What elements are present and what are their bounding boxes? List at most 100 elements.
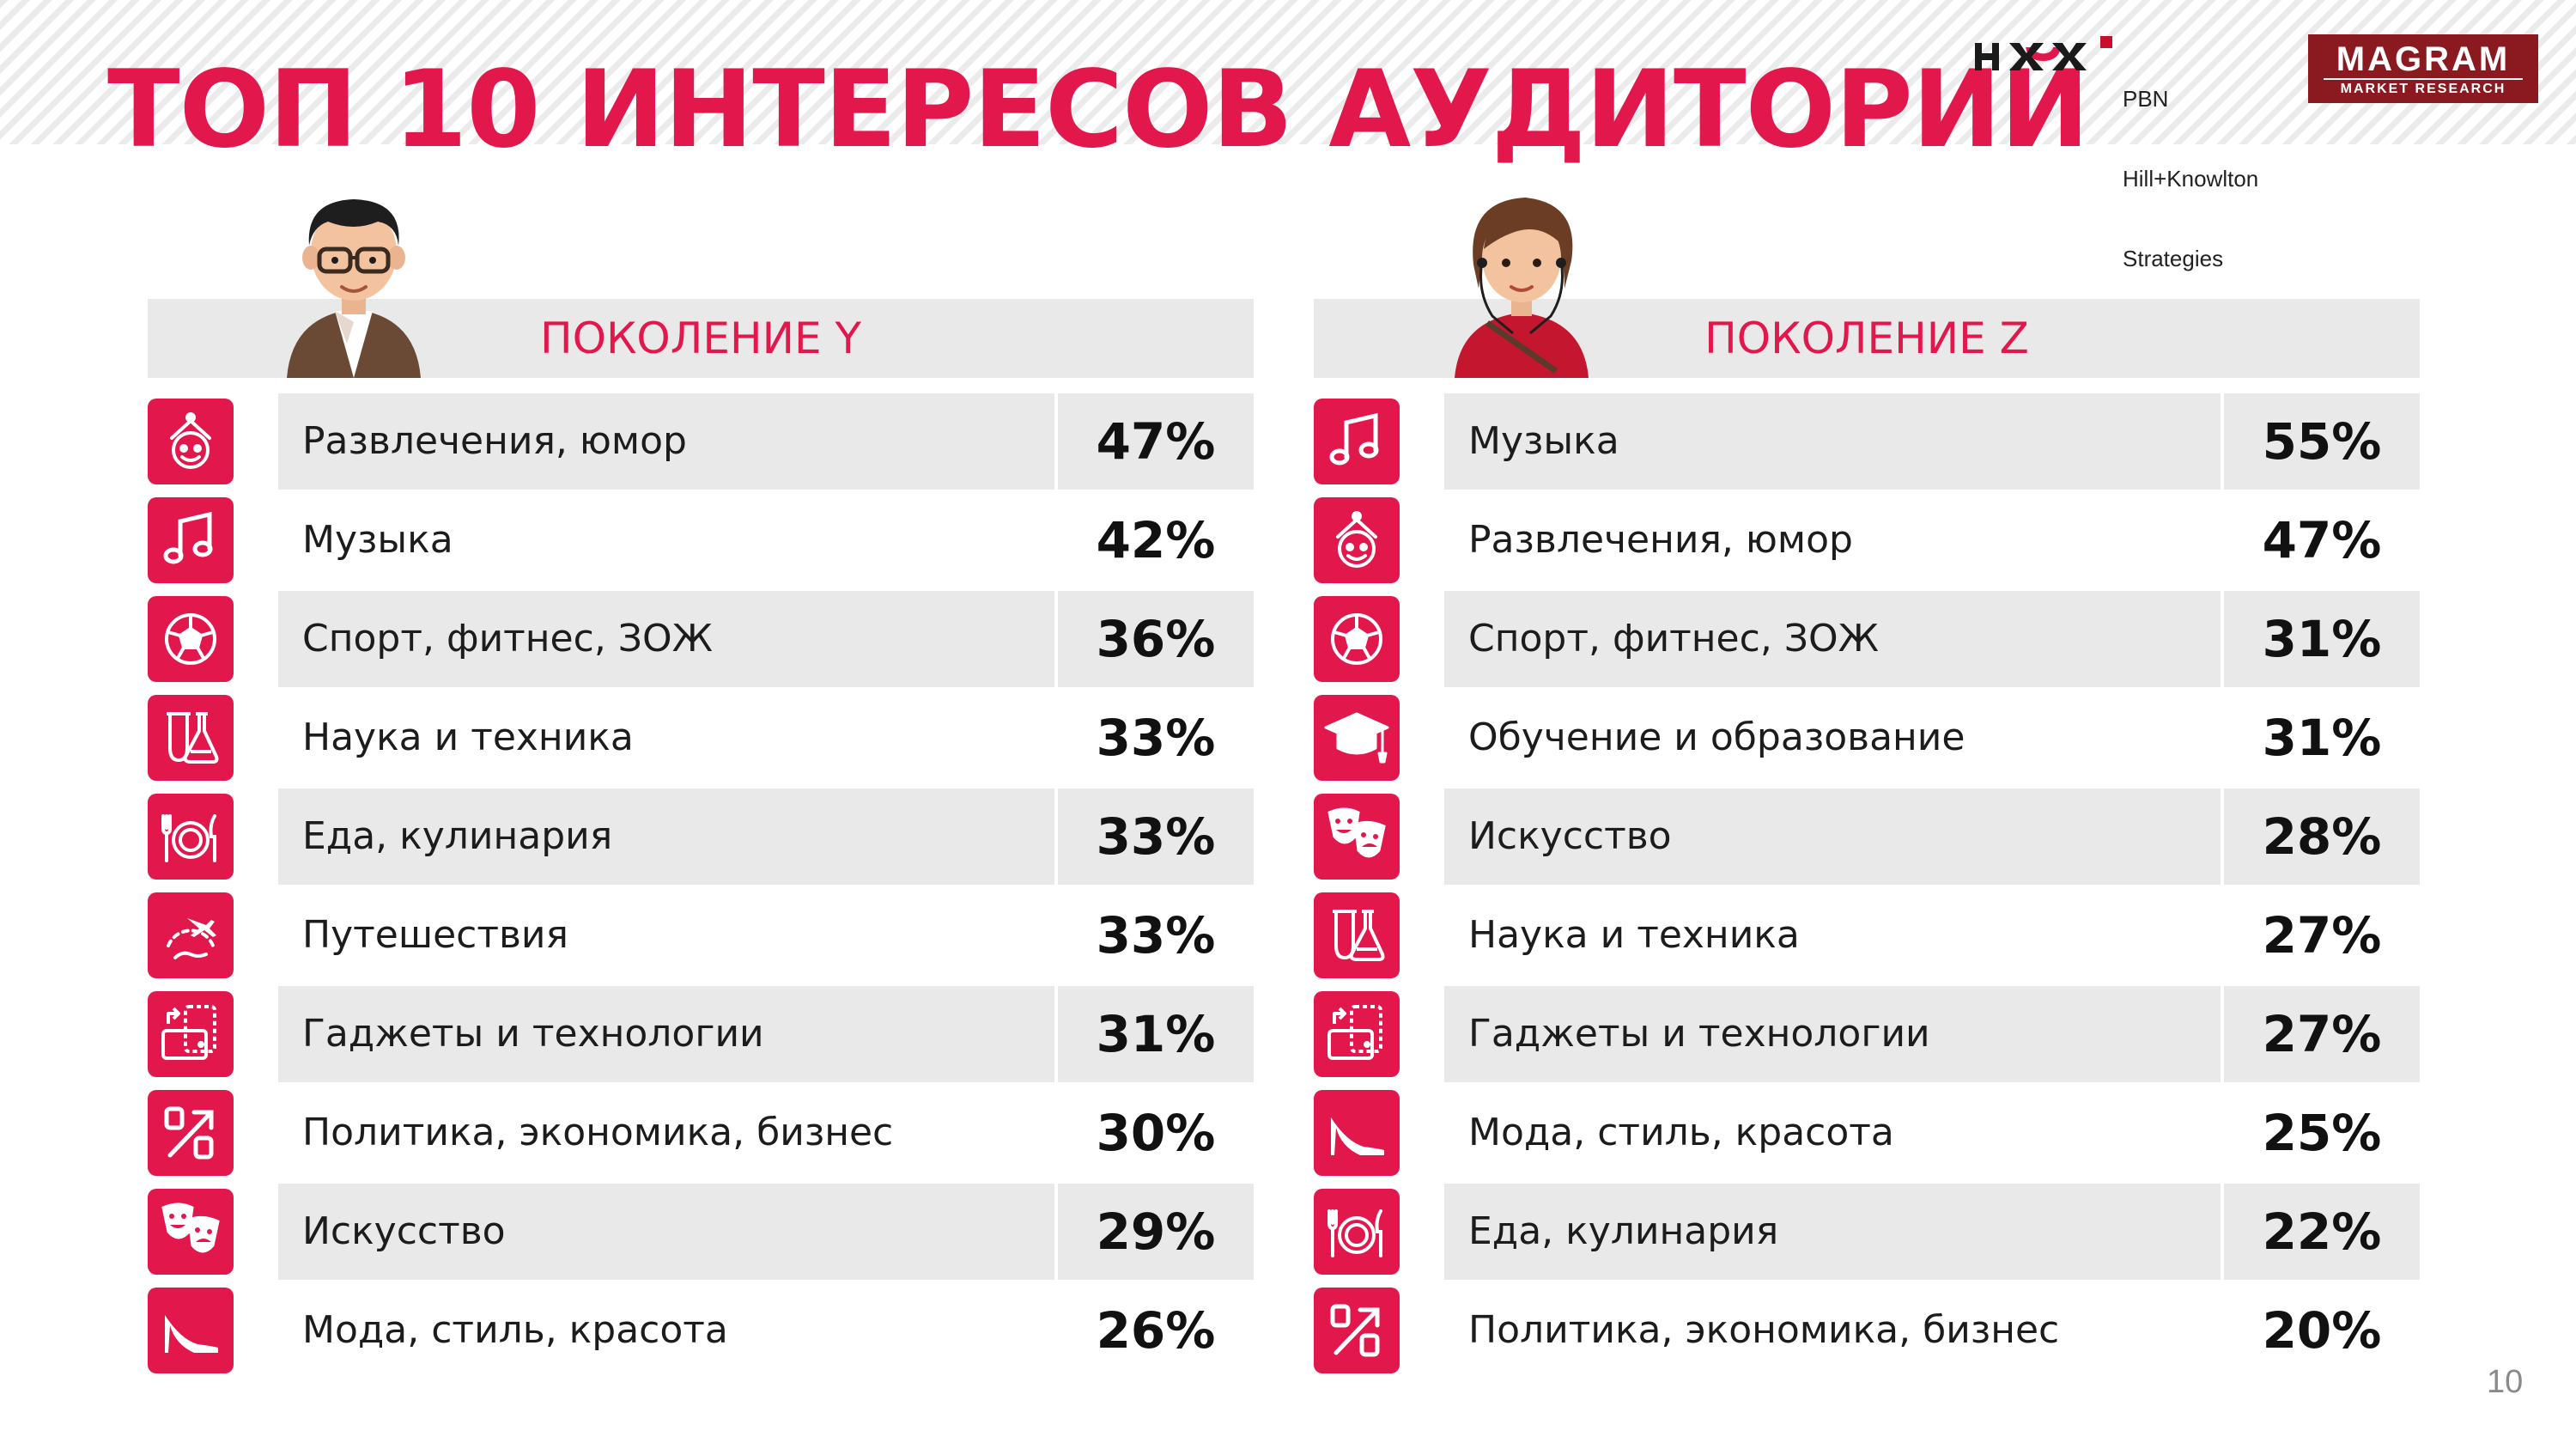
- generation-y-row: Политика, экономика, бизнес 30%: [148, 1085, 1255, 1181]
- generation-z-row-label: Развлечения, юмор: [1468, 518, 1853, 562]
- panel-generation-y: ПОКОЛЕНИЕ Y Развлечения, юмор 47% Музыка 42…: [148, 0, 1255, 1449]
- generation-z-row: Музыка 55%: [1314, 393, 2421, 490]
- generation-z-row: Спорт, фитнес, ЗОЖ 31%: [1314, 591, 2421, 687]
- generation-z-row-label: Спорт, фитнес, ЗОЖ: [1468, 617, 1880, 661]
- generation-y-row-label: Путешествия: [302, 913, 568, 957]
- generation-y-row: Мода, стиль, красота 26%: [148, 1282, 1255, 1379]
- jester-icon: [1336, 511, 1377, 568]
- generation-z-row-value: 27%: [2262, 906, 2382, 965]
- generation-z-row-icon-tile: [1314, 399, 1400, 484]
- devices-icon: [1327, 1005, 1382, 1060]
- generation-y-row: Музыка 42%: [148, 492, 1255, 588]
- plate-cutlery-icon: [161, 814, 216, 862]
- woman-avatar-icon: [1455, 198, 1589, 378]
- generation-z-row-icon-tile: [1314, 695, 1400, 781]
- generation-y-row-icon-tile: [148, 695, 234, 781]
- generation-z-row-icon-tile: [1314, 991, 1400, 1077]
- generation-y-row-value: 33%: [1096, 906, 1216, 965]
- generation-y-row-value: 42%: [1096, 511, 1216, 569]
- percent-arrow-icon: [164, 1106, 214, 1160]
- page-title: ТОП 10 ИНТЕРЕСОВ АУДИТОРИЙ: [107, 48, 2089, 172]
- high-heel-icon: [1331, 1117, 1384, 1155]
- generation-y-row-icon-tile: [148, 497, 234, 583]
- header-stripes: [0, 0, 2576, 144]
- generation-y-row-icon-tile: [148, 1288, 234, 1373]
- theater-masks-icon: [1327, 807, 1386, 858]
- plate-cutlery-icon: [1327, 1209, 1382, 1257]
- generation-z-row-label-cell: [1444, 1184, 2221, 1280]
- generation-z-row: Политика, экономика, бизнес 20%: [1314, 1282, 2421, 1379]
- generation-y-row-label-cell: [278, 986, 1054, 1082]
- flask-icon: [1333, 910, 1385, 961]
- generation-z-row-icon-tile: [1314, 596, 1400, 682]
- page-number: 10: [2487, 1364, 2524, 1400]
- generation-y-row-label: Политика, экономика, бизнес: [302, 1111, 894, 1154]
- generation-y-row-value: 33%: [1058, 788, 1254, 885]
- generation-y-row-label-cell: [278, 393, 1054, 490]
- generation-y-row-value: 33%: [1096, 709, 1216, 767]
- generation-y-row-value: 36%: [1058, 591, 1254, 687]
- generation-z-row-value: 31%: [2262, 709, 2382, 767]
- generation-z-row-label: Музыка: [1468, 419, 1619, 463]
- music-note-icon: [1329, 412, 1379, 466]
- generation-z-row-icon-tile: [1314, 497, 1400, 583]
- pbn-red-square: [2100, 36, 2112, 48]
- flask-icon: [167, 712, 219, 764]
- generation-z-row-value: 55%: [2224, 393, 2420, 490]
- generation-y-row-label: Еда, кулинария: [302, 814, 613, 858]
- pbn-text: PBN Hill+Knowlton Strategies: [2123, 33, 2258, 326]
- generation-y-row-label-cell: [278, 591, 1054, 687]
- generation-y-row-value: 31%: [1058, 986, 1254, 1082]
- generation-z-row: Гаджеты и технологии 27%: [1314, 986, 2421, 1082]
- generation-y-row-label-cell: [278, 788, 1054, 885]
- graduation-cap-icon: [1324, 712, 1389, 764]
- generation-z-row-value: 25%: [2262, 1104, 2382, 1162]
- soccer-ball-icon: [165, 613, 216, 665]
- generation-z-row-label: Политика, экономика, бизнес: [1468, 1308, 2060, 1352]
- generation-z-row-icon-tile: [1314, 1288, 1400, 1373]
- generation-z-row-label: Гаджеты и технологии: [1468, 1012, 1930, 1056]
- generation-y-row-label: Наука и техника: [302, 715, 634, 759]
- pbn-logo: PBN Hill+Knowlton Strategies: [1975, 33, 2267, 271]
- generation-z-row-label-cell: [1444, 393, 2221, 490]
- pbn-line-2: Hill+Knowlton: [2123, 166, 2259, 192]
- generation-z-row-value: 27%: [2224, 986, 2420, 1082]
- generation-y-row-icon-tile: [148, 399, 234, 484]
- generation-y-row-icon-tile: [148, 1189, 234, 1275]
- generation-y-row-icon-tile: [148, 794, 234, 880]
- generation-y-row-label: Мода, стиль, красота: [302, 1308, 728, 1352]
- generation-z-row-icon-tile: [1314, 892, 1400, 978]
- generation-z-row-label: Мода, стиль, красота: [1468, 1111, 1894, 1154]
- man-avatar-icon: [287, 199, 421, 378]
- generation-z-row-label: Еда, кулинария: [1468, 1209, 1779, 1253]
- generation-z-row: Развлечения, юмор 47%: [1314, 492, 2421, 588]
- generation-z-row: Еда, кулинария 22%: [1314, 1184, 2421, 1280]
- generation-y-row-label: Спорт, фитнес, ЗОЖ: [302, 617, 714, 661]
- generation-y-row: Гаджеты и технологии 31%: [148, 986, 1255, 1082]
- generation-z-row-value: 47%: [2262, 511, 2382, 569]
- generation-y-row-value: 26%: [1096, 1301, 1216, 1360]
- soccer-ball-icon: [1331, 613, 1382, 665]
- generation-z-title: ПОКОЛЕНИЕ Z: [1704, 314, 2029, 363]
- generation-y-row-label: Музыка: [302, 518, 453, 562]
- percent-arrow-icon: [1330, 1304, 1380, 1357]
- magram-logo: MAGRAM MARKET RESEARCH: [2308, 34, 2538, 103]
- generation-y-row: Спорт, фитнес, ЗОЖ 36%: [148, 591, 1255, 687]
- generation-y-row-icon-tile: [148, 991, 234, 1077]
- generation-y-row-value: 47%: [1058, 393, 1254, 490]
- pbn-line-1: PBN: [2123, 86, 2169, 112]
- generation-y-row-value: 30%: [1096, 1104, 1216, 1162]
- generation-z-row: Обучение и образование 31%: [1314, 690, 2421, 786]
- generation-y-row-icon-tile: [148, 892, 234, 978]
- high-heel-icon: [165, 1315, 218, 1353]
- generation-z-row-value: 22%: [2224, 1184, 2420, 1280]
- magram-logo-sub: MARKET RESEARCH: [2340, 82, 2506, 96]
- generation-y-title: ПОКОЛЕНИЕ Y: [539, 314, 862, 363]
- generation-y-row: Развлечения, юмор 47%: [148, 393, 1255, 490]
- generation-z-row: Искусство 28%: [1314, 788, 2421, 885]
- generation-y-row: Искусство 29%: [148, 1184, 1255, 1280]
- generation-y-row: Еда, кулинария 33%: [148, 788, 1255, 885]
- generation-z-row-label: Наука и техника: [1468, 913, 1800, 957]
- generation-z-row-value: 28%: [2224, 788, 2420, 885]
- music-note-icon: [163, 511, 213, 564]
